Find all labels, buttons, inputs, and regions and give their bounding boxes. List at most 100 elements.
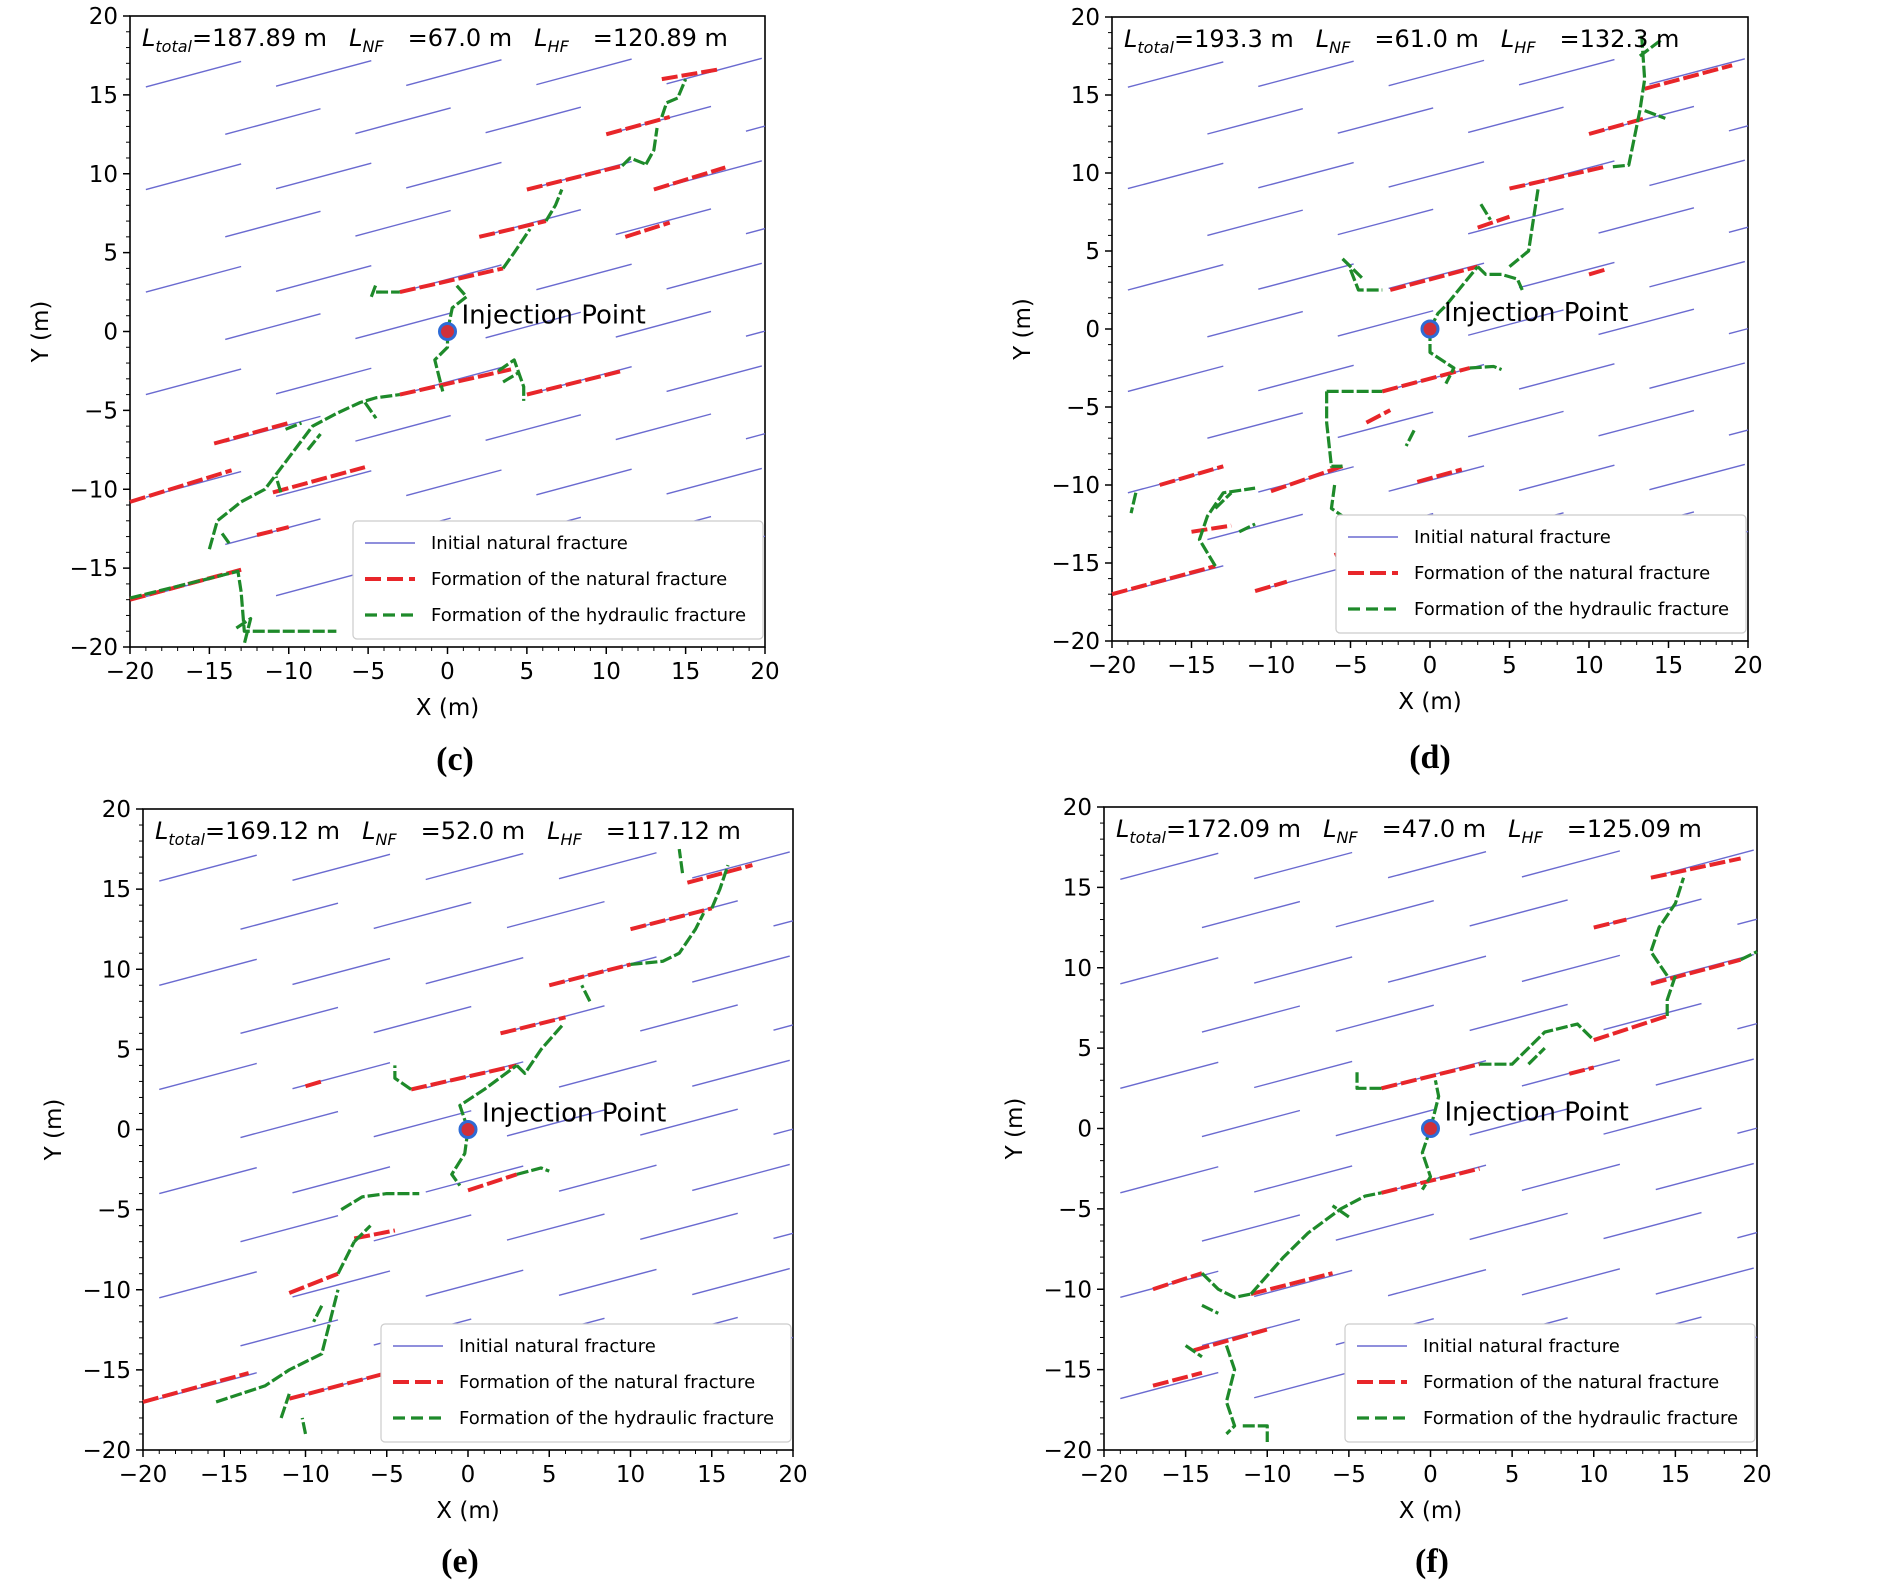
initial-natural-fracture xyxy=(145,163,242,191)
caption-close-paren: ) xyxy=(463,741,474,778)
x-tick-label: 20 xyxy=(750,659,779,685)
initial-natural-fracture xyxy=(225,518,321,546)
hydraulic-fracture xyxy=(1349,269,1383,292)
x-tick-label: 10 xyxy=(592,659,621,685)
natural-fracture-formed xyxy=(1152,1271,1203,1292)
initial-natural-fracture xyxy=(558,852,657,880)
l-hf-symbol: L xyxy=(1501,25,1514,53)
caption-open-paren: ( xyxy=(436,741,447,778)
natural-fracture-formed xyxy=(661,67,718,82)
x-tick-label: −15 xyxy=(185,659,234,685)
length-annotation: Ltotal=169.12 m LNF =52.0 m LHF =117.12 m xyxy=(155,817,741,849)
legend-label-1: Initial natural fracture xyxy=(1423,1336,1620,1357)
x-tick-label: 10 xyxy=(616,1462,645,1488)
x-tick-label: −5 xyxy=(1334,653,1368,679)
x-tick-label: −20 xyxy=(106,659,155,685)
hydraulic-fracture xyxy=(1527,1046,1546,1066)
hydraulic-fracture xyxy=(207,393,401,550)
initial-natural-fracture xyxy=(1387,851,1487,879)
initial-natural-fracture xyxy=(1598,308,1695,336)
initial-natural-fracture xyxy=(425,852,524,881)
injection-point-label: Injection Point xyxy=(462,301,646,331)
initial-natural-fracture xyxy=(1598,409,1695,437)
hydraulic-fracture xyxy=(1665,975,1677,1016)
l-total-value: =172.09 m xyxy=(1166,815,1301,843)
l-nf-value: =61.0 m xyxy=(1374,25,1479,53)
hydraulic-fracture xyxy=(279,1393,291,1419)
initial-natural-fracture xyxy=(745,227,766,235)
initial-natural-fracture xyxy=(773,1024,794,1031)
initial-natural-fracture xyxy=(1337,411,1434,439)
initial-natural-fracture xyxy=(355,209,451,237)
y-tick-label: 20 xyxy=(89,4,118,30)
natural-fracture-formed xyxy=(1254,579,1288,593)
initial-natural-fracture xyxy=(1258,263,1354,290)
legend-label-3: Formation of the hydraulic fracture xyxy=(1423,1408,1738,1429)
hydraulic-fracture xyxy=(580,984,592,1003)
l-total-subscript: total xyxy=(1137,38,1174,57)
l-total-symbol: L xyxy=(155,817,168,845)
initial-natural-fracture xyxy=(1469,1212,1568,1241)
hydraulic-fracture xyxy=(1201,1303,1219,1315)
l-hf-subscript: HF xyxy=(548,37,570,56)
x-axis-label: X (m) xyxy=(436,1498,499,1524)
y-tick-label: −15 xyxy=(1051,551,1100,577)
chart-panel-e: −20 −15 −10 −5 0 5 10 15 20 −20 −15 −10 −5 0 5 10 15 20 X … xyxy=(41,797,808,1580)
natural-fracture-formed xyxy=(129,468,233,504)
natural-fracture-formed xyxy=(467,1172,518,1193)
legend-label-1: Initial natural fracture xyxy=(459,1336,656,1357)
natural-fracture-formed xyxy=(142,1371,250,1404)
initial-natural-fracture xyxy=(536,58,632,86)
natural-fracture-formed xyxy=(1152,1370,1203,1388)
legend-label-1: Initial natural fracture xyxy=(1414,527,1611,548)
initial-natural-fracture xyxy=(240,1215,339,1243)
l-nf-subscript: NF xyxy=(1336,828,1358,847)
panel-caption: (c) xyxy=(436,741,474,778)
hydraulic-fracture xyxy=(515,1024,564,1076)
hydraulic-fracture xyxy=(1331,1204,1350,1219)
legend xyxy=(380,1323,792,1443)
initial-natural-fracture xyxy=(1467,309,1564,336)
initial-natural-fracture xyxy=(506,900,605,929)
y-tick-label: −10 xyxy=(69,477,118,503)
x-tick-label: 0 xyxy=(440,659,455,685)
legend-label-1: Initial natural fracture xyxy=(431,533,628,554)
initial-natural-fracture xyxy=(1521,1268,1621,1296)
y-tick-label: 15 xyxy=(89,83,118,109)
initial-natural-fracture xyxy=(159,958,257,986)
hydraulic-fracture xyxy=(1341,257,1365,281)
initial-natural-fracture xyxy=(355,414,451,442)
x-tick-label: 0 xyxy=(461,1462,476,1488)
injection-point-label: Injection Point xyxy=(1445,1098,1629,1128)
hydraulic-fracture xyxy=(1214,491,1233,510)
initial-natural-fracture xyxy=(1387,955,1487,983)
l-total-value: =187.89 m xyxy=(192,24,327,52)
natural-fracture-formed xyxy=(272,465,366,495)
l-total-value: =193.3 m xyxy=(1174,25,1294,53)
legend-label-2: Formation of the natural fracture xyxy=(1423,1372,1719,1393)
initial-natural-fracture xyxy=(373,901,472,930)
legend xyxy=(1335,514,1747,634)
initial-natural-fracture xyxy=(373,1110,472,1138)
natural-fracture-formed xyxy=(526,368,623,397)
x-tick-label: −20 xyxy=(119,1462,168,1488)
y-tick-label: −15 xyxy=(82,1358,131,1384)
natural-fracture-formed xyxy=(1568,1065,1595,1076)
hydraulic-fracture xyxy=(1649,877,1686,977)
initial-natural-fracture xyxy=(1649,159,1745,187)
initial-natural-fracture xyxy=(773,1232,794,1240)
natural-fracture-formed xyxy=(1477,214,1511,230)
initial-natural-fracture xyxy=(373,1005,472,1034)
initial-natural-fracture xyxy=(1207,209,1303,237)
y-tick-label: 5 xyxy=(1085,239,1100,265)
initial-natural-fracture xyxy=(615,310,712,338)
initial-natural-fracture xyxy=(536,263,632,291)
l-nf-symbol: L xyxy=(362,817,375,845)
initial-natural-fracture xyxy=(1120,957,1219,985)
hydraulic-fracture xyxy=(1428,329,1456,385)
natural-fracture-formed xyxy=(526,163,623,192)
initial-natural-fracture xyxy=(1201,900,1301,929)
initial-natural-fracture xyxy=(1254,1371,1353,1399)
hydraulic-fracture xyxy=(450,1129,470,1187)
l-hf-value: =117.12 m xyxy=(606,817,741,845)
